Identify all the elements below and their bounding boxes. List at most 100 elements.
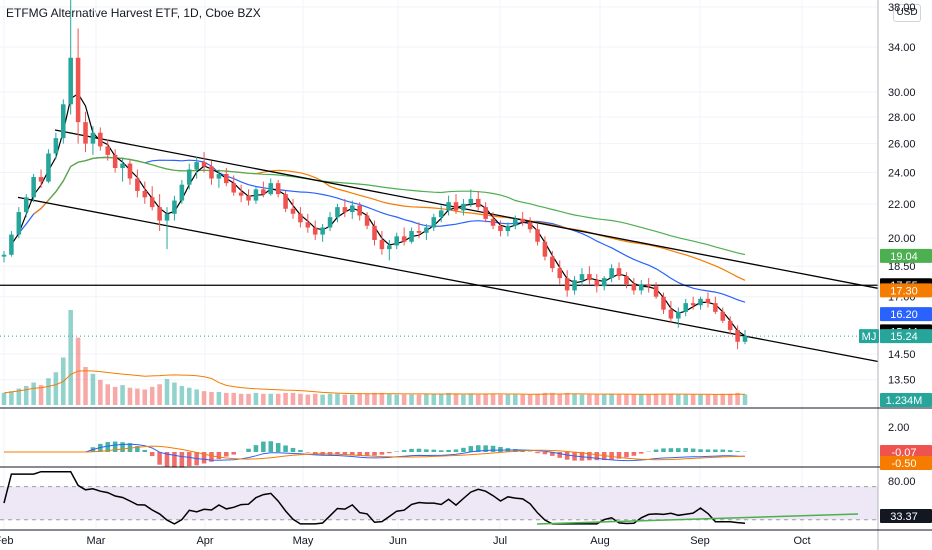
volume-bar [246, 393, 251, 405]
volume-bar [320, 394, 325, 405]
volume-bar [638, 394, 644, 405]
price-panel [0, 0, 879, 363]
candle-body [713, 303, 718, 312]
candle-body [727, 320, 733, 330]
macd-histogram-bar [401, 450, 407, 452]
candle-body [631, 284, 637, 291]
volume-bar [298, 393, 303, 405]
volume-bar [513, 394, 518, 405]
macd-histogram-bar [564, 452, 570, 460]
macd-histogram-bar [483, 445, 488, 452]
candle-body [646, 284, 651, 287]
macd-histogram-bar [261, 441, 266, 452]
x-tick-label: Aug [590, 535, 610, 547]
macd-histogram-bar [698, 449, 703, 452]
macd-histogram-bar [335, 452, 340, 455]
candle-body [468, 198, 474, 204]
volume-bar [542, 392, 548, 405]
volume-bar [387, 393, 392, 405]
macd-tag-label: -0.50 [891, 458, 916, 470]
volume-bar [505, 394, 511, 405]
macd-histogram-bar [720, 449, 726, 452]
macd-histogram-bar [127, 443, 133, 452]
candle-body [505, 225, 511, 232]
candle-body [149, 197, 155, 208]
macd-histogram-bar [283, 445, 288, 452]
volume-bar [16, 388, 22, 405]
rsi-tag-bg [880, 509, 932, 523]
volume-bar [698, 394, 703, 405]
candle-body [75, 57, 81, 123]
macd-histogram-bar [224, 452, 229, 457]
candle-body [424, 227, 429, 233]
volume-bar [379, 392, 385, 405]
macd-histogram-bar [624, 452, 629, 458]
macd-histogram-bar [231, 452, 236, 455]
candle-body [638, 284, 644, 291]
macd-histogram-bar [186, 452, 192, 467]
y-tick-label: 13.50 [888, 375, 916, 387]
candle-body [653, 286, 659, 297]
candle-body [720, 311, 726, 321]
macd-histogram-bar [683, 448, 688, 452]
volume-bar [157, 384, 162, 405]
volume-bar [572, 393, 577, 405]
volume-bar [238, 393, 244, 405]
price-tag-label: 17.30 [890, 285, 918, 297]
candle-body [431, 217, 437, 228]
candle-body [261, 189, 266, 195]
currency-badge[interactable]: USD [893, 4, 921, 22]
macd-histogram-bar [446, 449, 451, 452]
volume-bar [53, 372, 59, 405]
volume-bar [335, 393, 340, 405]
macd-histogram-bar [209, 452, 214, 462]
macd-histogram-bar [201, 452, 207, 464]
volume-tag-label: 1.234M [886, 395, 923, 407]
volume-bar [305, 394, 311, 405]
volume-bar [105, 384, 111, 405]
symbol-tag: MJ [862, 331, 877, 343]
macd-histogram-bar [527, 451, 533, 452]
candle-body [668, 309, 674, 319]
candle-body [349, 205, 355, 213]
volume-bar [661, 393, 666, 405]
macd-histogram-bar [312, 452, 318, 455]
volume-bar [646, 394, 651, 405]
volume-bar [209, 392, 214, 405]
y-tick-label: 34.00 [888, 42, 916, 54]
macd-histogram-bar [513, 449, 518, 452]
volume-bar [68, 310, 73, 405]
volume-bar [690, 394, 696, 405]
volume-bar [31, 382, 36, 405]
macd-histogram-bar [676, 448, 681, 452]
macd-histogram-bar [305, 452, 311, 453]
candle-body [498, 225, 503, 232]
volume-bar [742, 394, 748, 405]
volume-bar [431, 393, 437, 405]
volume-bar [705, 394, 711, 405]
candle-body [246, 195, 251, 201]
volume-bar [624, 394, 629, 405]
volume-bar [587, 394, 592, 405]
candle-body [231, 183, 236, 193]
y-tick-label: 38.00 [888, 2, 916, 14]
volume-bar [520, 394, 525, 405]
candle-body [157, 207, 162, 221]
macd-histogram-bar [535, 452, 540, 454]
price-tag-bg [880, 307, 932, 322]
macd-histogram-bar [638, 452, 644, 454]
macd-histogram-bar [653, 449, 659, 452]
candle-body [98, 132, 103, 147]
y-tick-label: 26.00 [888, 139, 916, 151]
macd-histogram-bar [298, 450, 303, 452]
macd-histogram-bar [453, 449, 459, 452]
macd-histogram-bar [172, 452, 177, 468]
y-tick-label: 14.50 [888, 349, 916, 361]
ma-fast-line [10, 92, 746, 337]
rsi-panel [0, 470, 878, 525]
price-tag: 15.24 MJ [859, 329, 932, 344]
candle-body [490, 218, 496, 226]
volume-bar [446, 392, 451, 405]
